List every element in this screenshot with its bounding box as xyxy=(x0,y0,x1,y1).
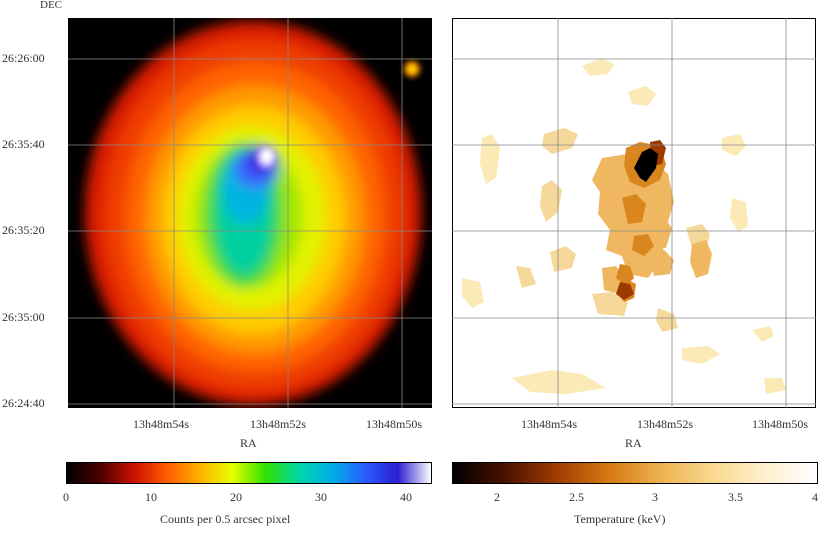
counts-colorbar-tick: 0 xyxy=(63,490,69,504)
dec-tick-label: 26:35:40 xyxy=(2,137,45,151)
counts-colorbar xyxy=(66,462,432,484)
dec-tick-label: 26:35:20 xyxy=(2,223,45,237)
ra-axis-label: RA xyxy=(240,436,257,450)
temperature-colorbar-tick: 2.5 xyxy=(569,490,584,504)
ra-tick-label: 13h48m52s xyxy=(250,417,307,431)
temperature-colorbar xyxy=(452,462,818,484)
counts-colorbar-label: Counts per 0.5 arcsec pixel xyxy=(160,512,291,526)
counts-colorbar-tick: 40 xyxy=(400,490,412,504)
counts-colorbar-gradient xyxy=(66,462,432,484)
temperature-colorbar-label: Temperature (keV) xyxy=(574,512,666,526)
temperature-colorbar-tick: 2 xyxy=(494,490,500,504)
counts-colorbar-tick: 10 xyxy=(145,490,157,504)
ra-tick-label: 13h48m50s xyxy=(752,417,809,431)
ra-tick-label: 13h48m52s xyxy=(637,417,694,431)
ra-axis-label: RA xyxy=(625,436,642,450)
counts-image-panel xyxy=(68,18,432,408)
ra-tick-label: 13h48m54s xyxy=(133,417,190,431)
temperature-colorbar-tick: 3.5 xyxy=(728,490,743,504)
ra-tick-label: 13h48m54s xyxy=(521,417,578,431)
ra-tick-label: 13h48m50s xyxy=(366,417,423,431)
dec-tick-label: 26:26:00 xyxy=(2,51,45,65)
temperature-colorbar-tick: 3 xyxy=(652,490,658,504)
dec-tick-label: 26:35:00 xyxy=(2,310,45,324)
dec-axis-label: DEC xyxy=(40,0,62,11)
counts-colorbar-tick: 30 xyxy=(315,490,327,504)
counts-image xyxy=(68,18,432,408)
counts-colorbar-tick: 20 xyxy=(230,490,242,504)
temperature-map-panel xyxy=(452,18,816,408)
temperature-colorbar-tick: 4 xyxy=(812,490,818,504)
temperature-map xyxy=(452,18,816,408)
dec-tick-label: 26:24:40 xyxy=(2,396,45,410)
temperature-colorbar-gradient xyxy=(452,462,818,484)
